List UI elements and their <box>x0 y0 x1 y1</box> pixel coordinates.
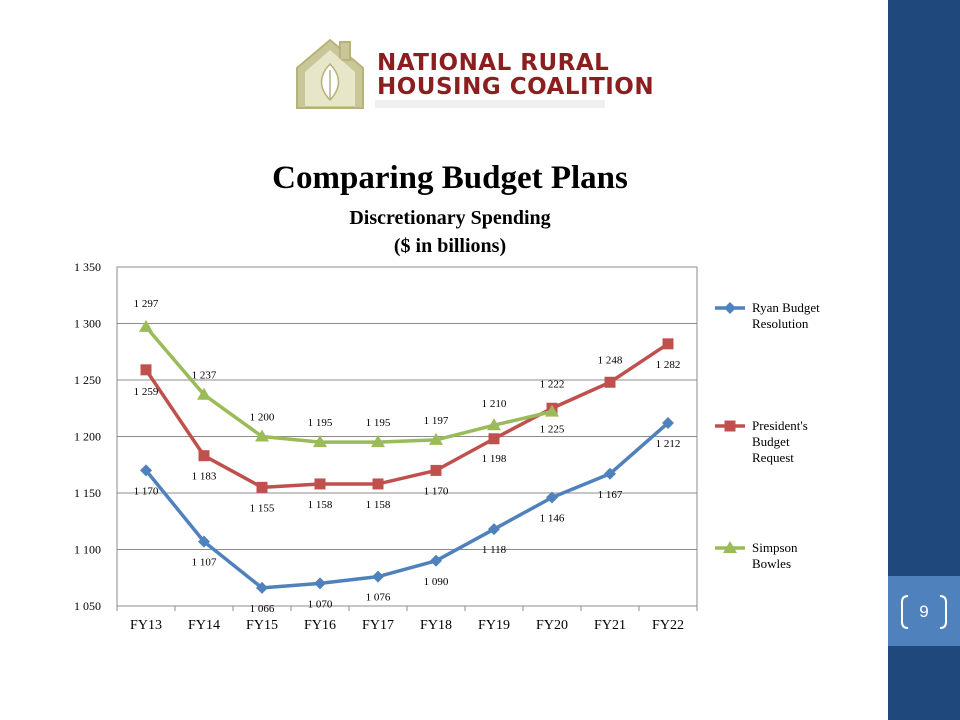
x-tick-label: FY14 <box>188 618 220 633</box>
data-label: 1 118 <box>482 544 507 556</box>
series-marker <box>662 338 674 350</box>
legend-marker <box>724 420 736 432</box>
series-marker <box>371 435 385 448</box>
data-label: 1 070 <box>308 598 333 610</box>
series-marker <box>662 416 674 429</box>
data-label: 1 195 <box>366 417 391 429</box>
page-number-band <box>888 576 960 646</box>
legend-marker <box>723 541 737 553</box>
chart-subtitle: Discretionary Spending ($ in billions) <box>150 204 750 260</box>
legend-label: Budget <box>752 434 790 449</box>
logo-text-line1: NATIONAL RURAL <box>377 50 610 76</box>
x-tick-label: FY15 <box>246 618 278 633</box>
data-label: 1 259 <box>134 386 159 398</box>
series-marker <box>488 523 500 536</box>
data-label: 1 183 <box>192 471 217 483</box>
y-tick-label: 1 200 <box>74 430 101 444</box>
legend-label: Request <box>752 450 794 465</box>
legend-marker <box>724 302 736 314</box>
logo-text-line2: HOUSING COALITION <box>377 74 655 100</box>
data-label: 1 248 <box>598 354 623 366</box>
page-number: 9 <box>919 602 929 621</box>
data-label: 1 155 <box>250 502 275 514</box>
y-tick-label: 1 150 <box>74 486 101 500</box>
series-marker <box>140 464 152 477</box>
data-label: 1 167 <box>598 489 623 501</box>
series-line-1 <box>144 342 669 490</box>
legend-label: Bowles <box>752 556 791 571</box>
x-tick-label: FY13 <box>130 618 162 633</box>
series-line-0 <box>144 421 670 590</box>
series-marker <box>430 554 442 567</box>
data-label: 1 066 <box>250 603 275 615</box>
x-tick-label: FY21 <box>594 618 626 633</box>
series-marker <box>198 535 210 548</box>
series-marker <box>372 478 384 490</box>
data-label: 1 170 <box>134 485 159 497</box>
house-leaf-icon <box>296 38 605 109</box>
data-label: 1 158 <box>366 499 391 511</box>
chart-title: Comparing Budget Plans <box>272 160 628 196</box>
x-tick-label: FY20 <box>536 618 568 633</box>
legend-label: President's <box>752 418 808 433</box>
page-number-badge: 9 <box>900 592 948 632</box>
series-marker <box>198 450 210 462</box>
series-marker <box>429 432 443 445</box>
series-line-2 <box>144 325 553 444</box>
data-label: 1 158 <box>308 499 333 511</box>
series-marker <box>314 577 326 590</box>
series-marker <box>197 387 211 400</box>
data-label: 1 225 <box>540 423 565 435</box>
data-label: 1 297 <box>134 298 159 310</box>
legend-label: Ryan Budget <box>752 300 820 315</box>
series-marker <box>255 429 269 442</box>
series-marker <box>140 364 152 376</box>
line-chart: 1 050 1 100 1 150 1 200 1 250 1 300 1 350 FY13 F… <box>74 260 820 633</box>
data-label: 1 197 <box>424 415 449 427</box>
series-marker <box>372 570 384 583</box>
data-label: 1 237 <box>192 370 217 382</box>
data-label: 1 210 <box>482 398 507 410</box>
page-number-brackets <box>901 595 947 629</box>
series-marker <box>313 435 327 448</box>
data-label: 1 170 <box>424 485 449 497</box>
x-tick-label: FY18 <box>420 618 452 633</box>
x-tick-label: FY22 <box>652 618 684 633</box>
y-tick-label: 1 300 <box>74 317 101 331</box>
data-label: 1 212 <box>656 438 681 450</box>
data-label: 1 222 <box>540 379 565 391</box>
series-marker <box>545 404 559 417</box>
x-tick-label: FY19 <box>478 618 510 633</box>
series-marker <box>314 478 326 490</box>
chart-subtitle-line2: ($ in billions) <box>393 235 507 257</box>
series-marker <box>546 491 558 504</box>
data-label: 1 282 <box>656 359 681 371</box>
legend-label: Simpson <box>752 540 798 555</box>
series-marker <box>256 581 268 594</box>
series-marker <box>488 433 500 445</box>
y-tick-label: 1 100 <box>74 543 101 557</box>
data-label: 1 107 <box>192 557 217 569</box>
data-label: 1 195 <box>308 417 333 429</box>
y-tick-label: 1 050 <box>74 599 101 613</box>
series-marker <box>604 376 616 388</box>
series-marker <box>487 418 501 431</box>
series-marker <box>256 481 268 493</box>
legend-label: Resolution <box>752 316 809 331</box>
x-tick-label: FY16 <box>304 618 336 633</box>
data-label: 1 198 <box>482 453 507 465</box>
nrhc-logo: NATIONAL RURAL HOUSING COALITION <box>285 30 654 115</box>
series-marker <box>430 464 442 476</box>
chart-subtitle-line1: Discretionary Spending <box>349 207 551 229</box>
data-label: 1 146 <box>540 513 565 525</box>
y-tick-label: 1 250 <box>74 373 101 387</box>
x-tick-label: FY17 <box>362 618 394 633</box>
series-marker <box>139 319 153 332</box>
series-marker <box>604 467 616 480</box>
data-label: 1 076 <box>366 592 391 604</box>
data-label: 1 200 <box>250 412 275 424</box>
data-label: 1 090 <box>424 576 449 588</box>
y-tick-label: 1 350 <box>74 260 101 274</box>
